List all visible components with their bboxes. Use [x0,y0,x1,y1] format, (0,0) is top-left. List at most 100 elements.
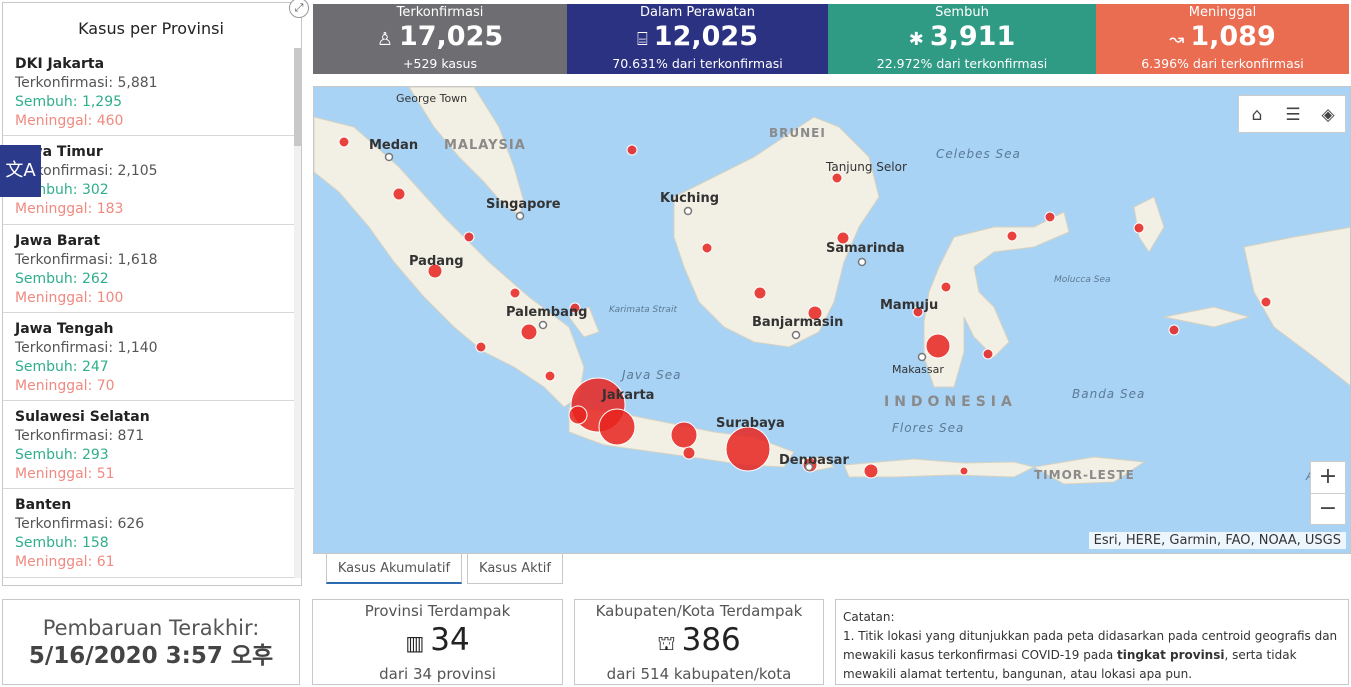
death-count: Meninggal: 100 [15,289,124,306]
case-marker[interactable] [544,370,556,382]
label-padang: Padang [409,254,464,269]
zoom-control: + − [1310,461,1346,525]
land-timor [1032,456,1146,485]
case-marker[interactable] [863,463,879,479]
list-item[interactable]: DKI Jakarta Terkonfirmasi: 5,881 Sembuh:… [3,48,295,137]
case-marker[interactable] [959,466,969,476]
land-sumatra [314,116,585,408]
case-marker[interactable] [520,323,538,341]
map-toolbar: ⌂ ☰ ◈ [1238,95,1346,133]
case-marker[interactable] [670,421,698,449]
label-java-sea: Java Sea [620,368,682,382]
expand-icon[interactable]: ⤢ [289,0,309,18]
translate-icon[interactable]: 文A [0,145,41,197]
case-marker[interactable] [831,172,843,184]
label-medan: Medan [369,138,418,153]
label-surabaya: Surabaya [716,416,785,431]
case-marker[interactable] [626,144,638,156]
recovered-count: Sembuh: 158 [15,535,109,552]
case-marker[interactable] [598,408,636,446]
label-banda-sea: Banda Sea [1072,387,1145,401]
case-marker[interactable] [925,333,951,359]
label-singapore: Singapore [486,197,561,212]
provinces-affected-label: Provinsi Terdampak [364,602,511,620]
case-marker[interactable] [1260,296,1272,308]
province-name: Sulawesi Selatan [15,409,150,426]
case-marker[interactable] [753,286,767,300]
note-text: 1. Titik lokasi yang ditunjukkan pada pe… [843,627,1348,684]
case-marker[interactable] [1044,211,1056,223]
case-marker[interactable] [982,348,994,360]
label-karimata-strait: Karimata Strait [609,305,677,315]
label-flores-sea: Flores Sea [892,421,964,435]
case-marker[interactable] [338,136,350,148]
confirmed-count: Terkonfirmasi: 626 [15,516,145,533]
label-mamuju: Mamuju [880,298,938,313]
case-marker[interactable] [509,287,521,299]
tab-active-cases[interactable]: Kasus Aktif [467,553,563,584]
case-marker[interactable] [807,305,823,321]
case-marker[interactable] [725,426,771,472]
case-marker[interactable] [392,187,406,201]
case-marker[interactable] [701,242,713,254]
case-marker[interactable] [569,302,581,314]
stat-value: 3,911 [929,21,1016,52]
label-molucca-sea: Molucca Sea [1054,275,1111,285]
label-kuching: Kuching [660,191,719,206]
label-celebes-sea: Celebes Sea [936,147,1021,161]
stat-sub: +529 kasus [403,56,477,71]
list-item[interactable]: Jawa Barat Terkonfirmasi: 1,618 Sembuh: … [3,225,295,313]
provinces-affected-sub: dari 34 provinsi [379,665,496,683]
districts-affected-sub: dari 514 kabupaten/kota [606,665,792,683]
provinces-scrollbar[interactable] [294,48,301,578]
home-icon[interactable]: ⌂ [1251,105,1263,125]
note-title: Catatan: [843,610,895,624]
tab-cumulative-cases[interactable]: Kasus Akumulatif [326,553,462,584]
districts-affected-box: Kabupaten/Kota Terdampak ⛫ 386 dari 514 k… [574,599,824,685]
province-name: Banten [15,497,72,514]
list-item[interactable]: Sulawesi Selatan Terkonfirmasi: 871 Semb… [3,401,295,490]
list-item[interactable]: Jawa Tengah Terkonfirmasi: 1,140 Sembuh:… [3,313,295,402]
case-marker[interactable] [463,231,475,243]
land-papua [1243,226,1350,387]
case-marker[interactable] [568,405,588,425]
map-canvas[interactable]: George Town Medan MALAYSIA BRUNEI Tanjun… [314,87,1351,554]
case-marker[interactable] [427,263,443,279]
list-item[interactable]: Jawa Timur Terkonfirmasi: 2,105 Sembuh: … [3,136,295,225]
label-denpasar: Denpasar [779,453,849,468]
walking-icon: ✱ [908,29,924,50]
provinces-list[interactable]: DKI Jakarta Terkonfirmasi: 5,881 Sembuh:… [3,48,295,580]
case-marker[interactable] [1133,222,1145,234]
label-banjarmasin: Banjarmasin [752,315,843,330]
scrollbar-thumb[interactable] [294,48,301,146]
note-text-after: , serta tidak mewakili alamat tertentu, … [843,648,1297,681]
death-count: Meninggal: 61 [15,554,115,571]
label-malaysia: MALAYSIA [444,138,526,153]
case-marker[interactable] [940,281,952,293]
list-icon[interactable]: ☰ [1285,105,1301,125]
confirmed-count: Terkonfirmasi: 1,140 [15,339,158,356]
label-indonesia: INDONESIA [884,394,1017,410]
stat-sub: 22.972% dari terkonfirmasi [876,56,1048,71]
city-dot-palembang [538,320,548,330]
death-count: Meninggal: 70 [15,377,115,394]
case-marker[interactable] [682,446,696,460]
confirmed-count: Terkonfirmasi: 5,881 [15,75,158,91]
case-markers-layer [338,136,1272,479]
case-marker[interactable] [1006,230,1018,242]
layers-icon[interactable]: ◈ [1321,105,1335,125]
stat-label: Meninggal [1188,5,1257,20]
zoom-out-button[interactable]: − [1311,493,1345,524]
last-update-label: Pembaruan Terakhir: [42,616,260,640]
recovered-count: Sembuh: 302 [15,182,109,199]
case-marker[interactable] [836,231,850,245]
city-dot-singapore [515,211,525,221]
province-name: DKI Jakarta [15,56,105,72]
label-timor-leste: TIMOR-LESTE [1034,468,1135,482]
case-marker[interactable] [912,306,924,318]
map-view[interactable]: George Town Medan MALAYSIA BRUNEI Tanjun… [313,86,1351,554]
case-marker[interactable] [1168,324,1180,336]
zoom-in-button[interactable]: + [1318,464,1338,489]
list-item[interactable]: Banten Terkonfirmasi: 626 Sembuh: 158 Me… [3,489,295,578]
case-marker[interactable] [475,341,487,353]
